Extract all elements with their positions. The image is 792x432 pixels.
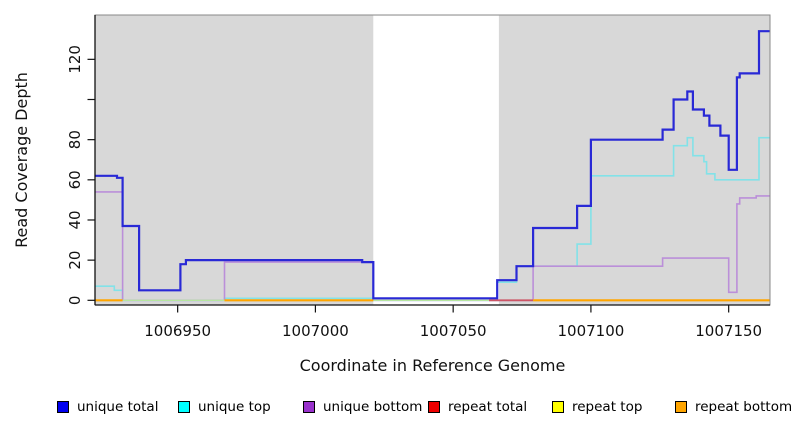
series-line-unique-bottom [95,191,770,302]
y-tick-label: 120 [66,45,84,74]
y-tick-label: 40 [66,210,84,229]
x-tick-label: 1007100 [558,322,625,340]
y-tick-label: 60 [66,170,84,189]
legend-swatch-icon [428,401,440,413]
legend-item-repeat-bottom: repeat bottom [675,397,792,417]
legend-item-unique-bottom: unique bottom [303,397,422,417]
x-axis-title: Coordinate in Reference Genome [300,356,566,375]
x-tick-label: 1006950 [144,322,211,340]
y-tick-label: 80 [66,130,84,149]
legend-swatch-icon [675,401,687,413]
y-axis-title: Read Coverage Depth [12,72,31,248]
y-tick-label: 0 [66,296,84,306]
legend-label: repeat top [572,399,643,415]
legend-label: unique top [198,399,271,415]
coverage-chart: 0 20 40 60 80 120 1006950 1007000 1007050 1007100… [12,14,771,375]
x-tick-label: 1007050 [420,322,487,340]
x-tick-label: 1007000 [282,322,349,340]
y-tick-label: 20 [66,251,84,270]
legend-item-repeat-total: repeat total [428,397,527,417]
coverage-gap-band [373,15,499,305]
legend-item-unique-total: unique total [57,397,158,417]
legend-label: unique bottom [323,399,423,415]
series-line-unique-total [95,30,770,300]
legend-item-repeat-top: repeat top [552,397,642,417]
legend-label: unique total [77,399,159,415]
x-tick-label: 1007150 [695,322,762,340]
legend-swatch-icon [303,401,315,413]
legend-label: repeat total [448,399,528,415]
legend-label: repeat bottom [695,399,792,415]
legend-item-unique-top: unique top [178,397,271,417]
legend-swatch-icon [57,401,69,413]
chart-legend: unique total unique top unique bottom repea… [0,397,792,421]
legend-swatch-icon [178,401,190,413]
legend-swatch-icon [552,401,564,413]
